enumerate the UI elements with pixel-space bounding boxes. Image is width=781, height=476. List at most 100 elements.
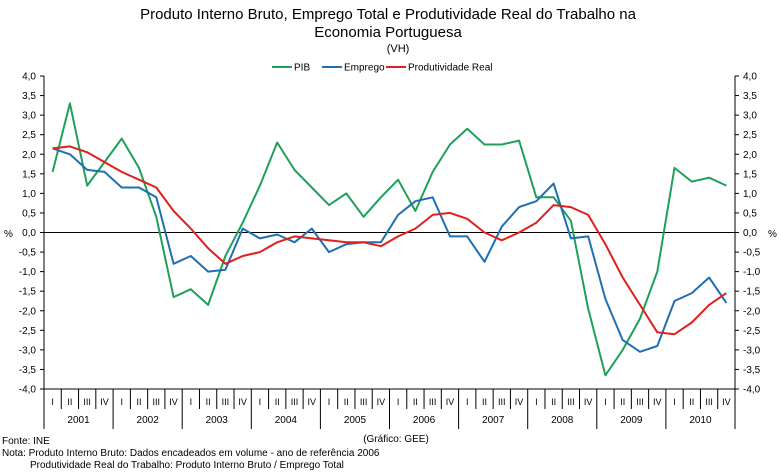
y-tick-label-left: -0,5 [19, 248, 37, 259]
x-quarter-label: I [120, 397, 123, 407]
x-axis: I II III IV I II III IV I II III IV I II III IV I II III IV… [43, 389, 736, 429]
y-tick-label-right: -0,5 [743, 248, 761, 259]
x-quarter-label: IV [653, 397, 662, 407]
legend-label-2: Produtividade Real [408, 63, 493, 74]
x-quarter-label: II [482, 397, 487, 407]
y-tick-label-left: -3,5 [19, 365, 37, 376]
x-year-label: 2005 [344, 415, 367, 426]
x-quarter-label: IV [377, 397, 386, 407]
x-year-label: 2009 [620, 415, 643, 426]
footer-source: Fonte: INE [2, 436, 50, 447]
x-quarter-label: II [413, 397, 418, 407]
x-quarter-label: III [636, 397, 644, 407]
x-quarter-label: III [153, 397, 161, 407]
y-tick-label-left: 3,5 [22, 91, 36, 102]
y-tick-label-left: -1,0 [19, 267, 37, 278]
y-tick-label-left: -3,0 [19, 345, 37, 356]
y-tick-label-right: 1,5 [743, 169, 757, 180]
y-tick-label-left: 2,0 [22, 150, 36, 161]
series-line-2 [52, 145, 727, 336]
y-tick-label-left: -1,5 [19, 287, 37, 298]
y-tick-label-left: 0,5 [22, 208, 36, 219]
x-quarter-label: I [328, 397, 331, 407]
y-tick-label-left: -2,0 [19, 306, 37, 317]
x-quarter-label: III [705, 397, 713, 407]
y-axis-label-right: % [768, 229, 777, 240]
y-tick-label-left: -2,5 [19, 326, 37, 337]
legend-label-1: Emprego [344, 63, 385, 74]
x-quarter-label: IV [446, 397, 455, 407]
y-axis-label-left: % [4, 229, 13, 240]
x-quarter-label: II [206, 397, 211, 407]
series-line-0 [51, 102, 727, 377]
x-quarter-label: II [551, 397, 556, 407]
y-tick-label-right: 4,0 [743, 72, 757, 83]
y-tick-label-right: 2,5 [743, 130, 757, 141]
y-tick-label-right: -4,0 [743, 385, 761, 396]
x-year-label: 2006 [413, 415, 436, 426]
x-year-label: 2003 [206, 415, 229, 426]
x-quarter-label: I [466, 397, 469, 407]
series-line-1 [52, 147, 728, 353]
x-year-label: 2002 [137, 415, 160, 426]
y-axis-left: 4,0 3,5 3,0 2,5 2,0 1,5 1,0 0,5 0,0 -0,5 -1,0 -1,5 -… [19, 72, 44, 396]
x-year-label: 2008 [551, 415, 574, 426]
chart-title-line1: Produto Interno Bruto, Emprego Total e P… [140, 6, 637, 23]
y-tick-label-left: 1,0 [22, 189, 36, 200]
y-tick-label-left: 4,0 [22, 72, 36, 83]
y-tick-label-right: -3,0 [743, 345, 761, 356]
x-quarter-label: II [344, 397, 349, 407]
x-quarter-label: IV [584, 397, 593, 407]
y-tick-label-right: -1,5 [743, 287, 761, 298]
legend: PIB Emprego Produtividade Real [272, 63, 493, 74]
y-axis-right: 4,0 3,5 3,0 2,5 2,0 1,5 1,0 0,5 0,0 -0,5 -1,0 -1,5 -… [735, 72, 761, 396]
x-quarter-label: IV [722, 397, 731, 407]
y-tick-label-left: 3,0 [22, 111, 36, 122]
x-year-label: 2001 [67, 415, 90, 426]
x-year-label: 2010 [689, 415, 712, 426]
y-tick-label-right: 3,5 [743, 91, 757, 102]
y-tick-label-right: -2,5 [743, 326, 761, 337]
x-quarter-label: I [397, 397, 400, 407]
y-tick-label-right: 0,0 [743, 228, 757, 239]
x-quarter-label: I [259, 397, 262, 407]
x-quarter-label: II [620, 397, 625, 407]
y-tick-label-right: 2,0 [743, 150, 757, 161]
y-tick-label-right: 0,5 [743, 208, 757, 219]
x-year-label: 2007 [482, 415, 505, 426]
x-quarter-label: I [535, 397, 538, 407]
plot-area [43, 76, 736, 390]
chart-source-note: (Gráfico: GEE) [363, 434, 429, 445]
y-tick-label-right: 1,0 [743, 189, 757, 200]
chart-subtitle: (VH) [387, 43, 410, 55]
x-quarter-label: I [190, 397, 193, 407]
x-quarter-label: IV [238, 397, 247, 407]
x-quarter-label: III [498, 397, 506, 407]
x-quarter-label: III [291, 397, 299, 407]
x-quarter-label: II [275, 397, 280, 407]
footer-note-2: Produtividade Real do Trabalho: Produto … [30, 460, 344, 471]
series-layer [51, 102, 728, 377]
y-tick-label-right: -2,0 [743, 306, 761, 317]
x-quarter-label: IV [169, 397, 178, 407]
x-quarter-label: II [137, 397, 142, 407]
x-quarter-label: I [604, 397, 607, 407]
x-quarter-label: IV [515, 397, 524, 407]
x-quarter-label: II [67, 397, 72, 407]
y-tick-label-left: 1,5 [22, 169, 36, 180]
x-quarter-label: I [51, 397, 54, 407]
x-year-label: 2004 [275, 415, 298, 426]
y-tick-label-right: -1,0 [743, 267, 761, 278]
y-tick-label-left: 0,0 [22, 228, 36, 239]
footer-note-1: Nota: Produto Interno Bruto: Dados encad… [2, 448, 380, 459]
y-tick-label-right: -3,5 [743, 365, 761, 376]
y-tick-label-left: -4,0 [19, 385, 37, 396]
x-quarter-label: III [429, 397, 437, 407]
x-quarter-label: IV [100, 397, 109, 407]
legend-label-0: PIB [294, 63, 310, 74]
y-tick-label-left: 2,5 [22, 130, 36, 141]
x-quarter-label: III [567, 397, 575, 407]
x-quarter-label: I [673, 397, 676, 407]
x-quarter-label: III [222, 397, 230, 407]
